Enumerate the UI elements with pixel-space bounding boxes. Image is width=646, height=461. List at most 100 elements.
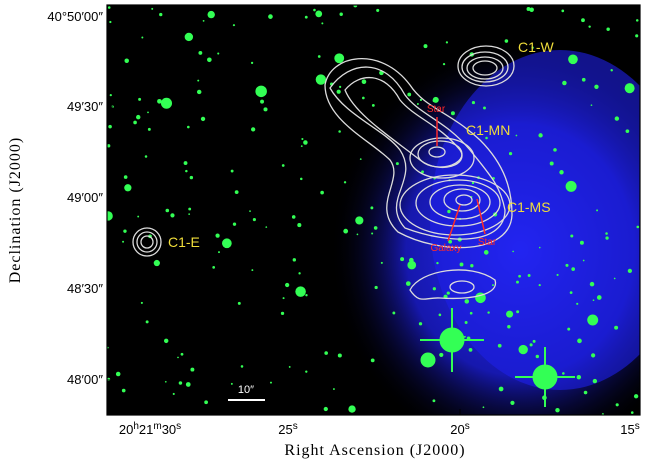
field-star xyxy=(251,62,253,64)
field-star xyxy=(451,111,455,115)
field-star xyxy=(615,116,619,120)
field-star xyxy=(110,94,112,96)
field-star xyxy=(337,90,341,94)
field-star xyxy=(567,328,570,331)
field-star xyxy=(343,229,348,234)
field-star xyxy=(446,41,448,43)
field-star xyxy=(590,282,595,287)
field-star xyxy=(570,234,573,237)
field-star xyxy=(313,9,316,12)
field-star xyxy=(222,238,232,248)
sky-image xyxy=(103,4,646,460)
field-star xyxy=(362,97,365,100)
field-star xyxy=(138,98,141,101)
field-star xyxy=(292,215,296,219)
field-star xyxy=(372,104,375,107)
field-star xyxy=(146,320,149,323)
field-star xyxy=(510,401,514,405)
field-star xyxy=(215,234,219,238)
field-star xyxy=(249,210,251,212)
field-star xyxy=(530,343,533,346)
field-star xyxy=(123,229,126,232)
field-star xyxy=(539,284,541,286)
field-star xyxy=(145,155,148,158)
field-star xyxy=(436,262,438,264)
field-star xyxy=(417,103,419,105)
field-star xyxy=(470,312,473,315)
field-star xyxy=(571,267,575,271)
field-star xyxy=(499,387,504,392)
field-star xyxy=(605,236,608,239)
field-star xyxy=(185,33,193,41)
field-star xyxy=(141,302,143,304)
field-star xyxy=(553,148,557,152)
field-star xyxy=(253,218,256,221)
field-star xyxy=(577,339,582,344)
field-star xyxy=(339,13,342,16)
field-star xyxy=(233,24,235,26)
field-star xyxy=(616,403,619,406)
field-star xyxy=(201,117,205,121)
field-star xyxy=(583,260,585,262)
field-star xyxy=(197,80,199,82)
field-star xyxy=(295,286,306,297)
field-star xyxy=(109,21,111,23)
field-star xyxy=(124,59,128,63)
field-star xyxy=(577,375,581,379)
field-star xyxy=(392,312,395,315)
annotation: Star xyxy=(478,237,497,248)
field-star xyxy=(505,39,509,43)
field-star xyxy=(562,372,565,375)
annotation: Star xyxy=(427,104,446,115)
field-star xyxy=(483,406,485,408)
field-star xyxy=(509,152,512,155)
field-star xyxy=(207,57,212,62)
field-star xyxy=(285,283,289,287)
field-star xyxy=(555,408,559,412)
field-star xyxy=(568,54,578,64)
field-star xyxy=(424,44,428,48)
x-tick-label: 25s xyxy=(278,421,297,437)
y-tick-label: 49′00″ xyxy=(67,190,103,205)
x-tick-part: s xyxy=(465,421,470,432)
field-star xyxy=(305,16,308,19)
field-star xyxy=(527,7,531,11)
field-star xyxy=(518,345,527,354)
field-star xyxy=(116,372,121,377)
field-star xyxy=(297,223,301,227)
field-star xyxy=(433,287,436,290)
field-star xyxy=(166,209,170,213)
field-star xyxy=(184,161,188,165)
field-star xyxy=(333,388,335,390)
field-star xyxy=(433,97,439,103)
field-star xyxy=(165,381,167,383)
field-star xyxy=(582,78,586,82)
field-star xyxy=(420,99,422,101)
field-star xyxy=(137,216,139,218)
field-star xyxy=(298,272,300,274)
x-tick-part: 20 xyxy=(450,422,464,437)
figure: C1-W C1-MN C1-MS C1-E Star Star Galaxy 1… xyxy=(0,0,646,461)
field-star xyxy=(265,226,267,228)
field-star xyxy=(133,121,137,125)
field-star xyxy=(324,407,328,411)
field-star xyxy=(484,250,489,255)
field-star xyxy=(173,393,175,395)
field-star xyxy=(580,241,584,245)
field-star xyxy=(157,99,162,104)
y-axis-title: Declination (J2000) xyxy=(7,137,24,284)
field-star xyxy=(235,190,239,194)
field-star xyxy=(469,348,473,352)
field-star xyxy=(124,184,131,191)
field-star xyxy=(518,275,521,278)
field-star xyxy=(483,107,486,110)
field-star xyxy=(186,382,191,387)
field-star xyxy=(406,281,411,286)
x-tick-part: 30 xyxy=(162,422,176,437)
field-star xyxy=(492,284,494,286)
field-star xyxy=(628,269,632,273)
field-star xyxy=(606,27,609,30)
field-star xyxy=(636,226,639,229)
field-star xyxy=(533,340,536,343)
field-star xyxy=(159,13,162,16)
